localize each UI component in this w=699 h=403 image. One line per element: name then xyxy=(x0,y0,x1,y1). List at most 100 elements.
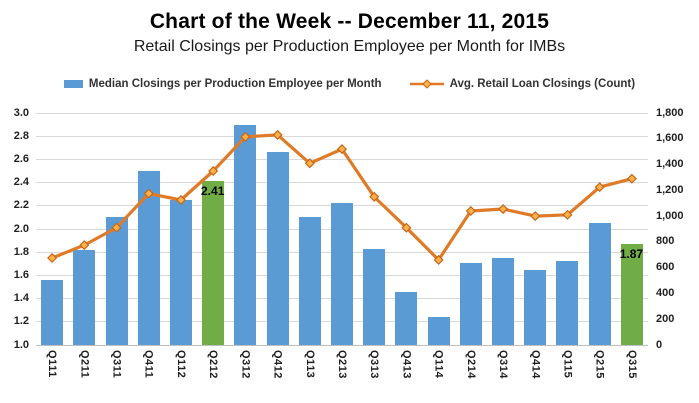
x-tick-label-Q312: Q312 xyxy=(239,350,252,379)
x-axis-labels: Q111 Q211 Q311 Q411 Q112 Q212 Q312 Q412 Q113 Q213… xyxy=(36,350,648,400)
x-tick-label-Q413: Q413 xyxy=(400,350,413,379)
bar-Q111 xyxy=(41,280,64,345)
bar-Q213 xyxy=(331,203,353,345)
y-left-tick-label: 2.6 xyxy=(13,152,29,165)
line-marker-diamond-icon xyxy=(111,222,122,233)
chart-legend: Median Closings per Production Employee … xyxy=(0,78,699,90)
plot-area: 2.41 1.87 xyxy=(36,112,648,346)
x-tick-label-Q114: Q114 xyxy=(432,350,445,379)
y-right-tick-label: 400 xyxy=(656,286,675,299)
line-marker-diamond-icon xyxy=(594,182,605,193)
line-marker-diamond-icon xyxy=(336,144,348,155)
line-marker-diamond-icon xyxy=(498,203,509,215)
bar-Q411 xyxy=(137,171,160,345)
bar-series-swatch-icon xyxy=(63,80,83,88)
chart-subtitle: Retail Closings per Production Employee … xyxy=(133,38,566,55)
x-tick-label-Q412: Q412 xyxy=(271,350,284,379)
line-series-marker-icon xyxy=(409,79,444,89)
line-marker-diamond-icon xyxy=(433,254,444,265)
gridline xyxy=(36,135,648,137)
gridline xyxy=(36,182,648,184)
bar-Q214 xyxy=(459,262,482,345)
y-left-tick-label: 2.0 xyxy=(13,222,29,235)
y-left-tick-label: 1.6 xyxy=(13,268,29,281)
line-marker-diamond-icon xyxy=(272,129,283,140)
line-marker-diamond-icon xyxy=(530,211,541,222)
bar-Q314 xyxy=(492,258,515,345)
bar-Q313 xyxy=(363,248,386,345)
x-tick-label-Q115: Q115 xyxy=(561,350,574,379)
gridline xyxy=(36,112,648,114)
line-marker-diamond-icon xyxy=(562,209,573,220)
x-tick-label-Q314: Q314 xyxy=(497,350,510,379)
x-tick-label-Q111: Q111 xyxy=(46,350,59,378)
bar-Q412 xyxy=(266,152,289,345)
bar-Q215 xyxy=(588,223,611,345)
y-left-tick-label: 1.8 xyxy=(13,245,29,258)
bar-data-label: 2.41 xyxy=(201,184,225,199)
bar-Q212: 2.41 xyxy=(201,181,225,345)
line-marker-diamond-icon xyxy=(304,158,315,169)
line-marker-diamond-icon xyxy=(401,222,412,233)
bar-Q312 xyxy=(234,124,257,345)
x-tick-label-Q112: Q112 xyxy=(174,350,187,379)
line-marker-diamond-icon xyxy=(465,205,476,217)
y-right-tick-label: 600 xyxy=(656,261,675,274)
y-left-tick-label: 1.0 xyxy=(13,338,29,351)
bar-Q211 xyxy=(73,249,96,345)
y-left-tick-label: 1.2 xyxy=(13,315,29,328)
line-series xyxy=(47,129,637,265)
line-marker-diamond-icon xyxy=(79,240,90,251)
y-right-tick-label: 200 xyxy=(656,312,675,325)
x-tick-label-Q213: Q213 xyxy=(335,350,348,379)
bar-Q414 xyxy=(524,269,547,345)
bar-Q115 xyxy=(556,261,579,345)
y-right-tick-label: 1,800 xyxy=(656,106,684,119)
x-tick-label-Q214: Q214 xyxy=(464,350,477,379)
x-axis-line xyxy=(36,344,648,346)
x-tick-label-Q311: Q311 xyxy=(110,350,123,379)
line-marker-diamond-icon xyxy=(47,252,58,264)
line-series-legend-label: Avg. Retail Loan Closings (Count) xyxy=(449,78,636,90)
line-marker-diamond-icon xyxy=(240,131,251,142)
bar-Q112 xyxy=(169,200,192,345)
bar-series-legend-label: Median Closings per Production Employee … xyxy=(88,78,382,90)
line-marker-diamond-icon xyxy=(175,194,186,206)
y-right-tick-label: 0 xyxy=(656,338,663,351)
y-right-tick-label: 1,400 xyxy=(656,158,684,171)
legend-item-bar-series: Median Closings per Production Employee … xyxy=(63,78,382,90)
y-axis-left-labels: 3.0 2.8 2.6 2.4 2.2 2.0 1.8 1.6 1.4 1.2 1.0 xyxy=(0,107,29,351)
bar-Q114 xyxy=(427,317,450,345)
x-tick-label-Q215: Q215 xyxy=(593,350,606,379)
line-marker-diamond-icon xyxy=(626,173,637,184)
x-tick-label-Q315: Q315 xyxy=(625,350,638,379)
x-tick-label-Q414: Q414 xyxy=(529,350,542,379)
line-marker-diamond-icon xyxy=(369,191,380,202)
bar-Q413 xyxy=(395,291,418,345)
bar-Q311 xyxy=(105,217,128,345)
y-left-tick-label: 2.4 xyxy=(13,176,29,189)
chart-title: Chart of the Week -- December 11, 2015 xyxy=(149,10,550,33)
x-tick-label-Q211: Q211 xyxy=(78,350,91,379)
line-marker-diamond-icon xyxy=(208,165,219,177)
x-tick-label-Q313: Q313 xyxy=(368,350,381,379)
y-left-tick-label: 1.4 xyxy=(13,292,29,305)
x-tick-label-Q212: Q212 xyxy=(207,350,220,379)
x-tick-label-Q113: Q113 xyxy=(303,350,316,379)
gridline xyxy=(36,158,648,160)
bar-Q315: 1.87 xyxy=(619,244,644,345)
line-marker-diamond-icon xyxy=(143,188,154,199)
bar-Q113 xyxy=(298,217,321,345)
y-right-tick-label: 1,600 xyxy=(656,132,684,145)
y-left-tick-label: 2.8 xyxy=(13,129,29,142)
legend-item-line-series: Avg. Retail Loan Closings (Count) xyxy=(409,78,636,90)
bar-data-label: 1.87 xyxy=(619,247,644,262)
y-left-tick-label: 2.2 xyxy=(13,199,29,212)
y-right-tick-label: 800 xyxy=(656,235,675,248)
y-right-tick-label: 1,200 xyxy=(656,183,684,196)
y-right-tick-label: 1,000 xyxy=(656,209,684,222)
y-left-tick-label: 3.0 xyxy=(13,106,29,119)
x-tick-label-Q411: Q411 xyxy=(142,350,155,379)
y-axis-right-labels: 1,800 1,600 1,400 1,200 1,000 800 600 400 200 0 xyxy=(656,107,699,351)
